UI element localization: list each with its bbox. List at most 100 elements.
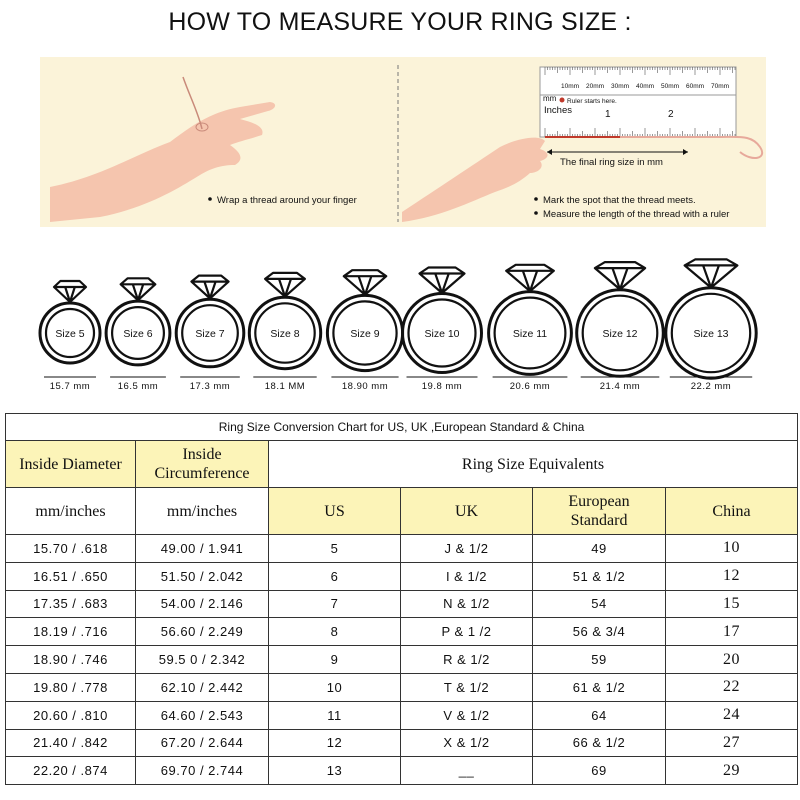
header-cell: Inside Diameter (5, 440, 136, 488)
diamond (683, 258, 739, 289)
table-row: 22.20 / .874 69.70 / 2.744 13 __ 69 29 (5, 756, 799, 786)
ruler-start: Ruler starts here. (567, 98, 617, 105)
ring-diameter: 22.2 mm (691, 381, 731, 392)
table-cell: 49.00 / 1.941 (135, 534, 269, 563)
ruler-mm-label: 60mm (686, 83, 704, 90)
table-cell: 21.40 / .842 (5, 728, 136, 758)
table-cell: 29 (664, 756, 799, 786)
table-cell: 20.60 / .810 (5, 700, 136, 730)
table-cell: 67.20 / 2.644 (135, 728, 269, 758)
ring-diameter: 18.90 mm (342, 381, 388, 392)
table-cell: 10 (268, 672, 401, 702)
title: HOW TO MEASURE YOUR RING SIZE : (168, 8, 632, 36)
inch-mark: 2 (668, 109, 674, 120)
table-cell: 56 & 3/4 (532, 617, 666, 647)
ruler-mm-label: 50mm (661, 83, 679, 90)
table-cell: X & 1/2 (400, 728, 533, 758)
table-cell: 54.00 / 2.146 (135, 589, 269, 619)
table-row: 21.40 / .842 67.20 / 2.644 12 X & 1/2 66 & 1… (5, 728, 799, 758)
diamond (418, 266, 466, 295)
table-cell: 11 (268, 700, 401, 730)
ring-label: Size 11 (513, 328, 547, 340)
diamond (593, 261, 647, 291)
table-row: 19.80 / .778 62.10 / 2.442 10 T & 1/2 61 & 1… (5, 672, 799, 702)
table-cell: 20 (664, 645, 799, 674)
table-cell: 17 (664, 617, 799, 647)
header-cell: China (664, 487, 799, 535)
diamond (190, 274, 230, 300)
ring-inner (581, 294, 659, 372)
inch-mark: 1 (605, 109, 611, 120)
table-cell: 22.20 / .874 (5, 756, 136, 786)
ring-diameter: 21.4 mm (600, 381, 640, 392)
header-cell: UK (400, 487, 533, 535)
ring-inner (332, 300, 398, 366)
table-cell: 8 (268, 617, 401, 647)
ring-diameter: 15.7 mm (50, 381, 90, 392)
thread (545, 135, 763, 159)
ring-label: Size 6 (123, 328, 152, 340)
table-cell: 51.50 / 2.042 (135, 561, 269, 591)
table-cell: 18.90 / .746 (5, 645, 136, 674)
ring-diameter: 19.8 mm (422, 381, 462, 392)
ruler-mm-label: 70mm (711, 83, 729, 90)
inches-label: Inches (544, 105, 572, 116)
table-cell: T & 1/2 (400, 672, 533, 702)
ring-inner (493, 296, 567, 370)
final-size: The final ring size in mm (560, 157, 663, 168)
mm-label: mm (543, 94, 557, 103)
table-cell: V & 1/2 (400, 700, 533, 730)
ring-diameter: 18.1 MM (265, 381, 305, 392)
ruler-mm-label: 30mm (611, 83, 629, 90)
step: Mark the spot that the thread meets. (543, 195, 696, 206)
diamond (342, 269, 388, 296)
table-row: 18.19 / .716 56.60 / 2.249 8 P & 1 /2 56 & 3… (5, 617, 799, 647)
table-cell: 10 (664, 534, 799, 563)
table-cell: 69 (532, 756, 666, 786)
header-cell: Inside Circumference (135, 440, 269, 488)
table-caption: Ring Size Conversion Chart for US, UK ,E… (4, 413, 799, 441)
header-cell: European Standard (532, 487, 666, 535)
table-cell: 66 & 1/2 (532, 728, 666, 758)
table-row: 16.51 / .650 51.50 / 2.042 6 I & 1/2 51 & 1/… (5, 561, 799, 591)
table-cell: I & 1/2 (400, 561, 533, 591)
table-cell: 7 (268, 589, 401, 619)
diamond (264, 271, 306, 298)
ruler-mm-label: 20mm (586, 83, 604, 90)
table-cell: 27 (664, 728, 799, 758)
table-row: 17.35 / .683 54.00 / 2.146 7 N & 1/2 54 15 (5, 589, 799, 619)
ring-label: Size 13 (693, 328, 728, 340)
table-cell: 59 (532, 645, 666, 674)
table-cell: 17.35 / .683 (5, 589, 136, 619)
bullet (534, 197, 538, 201)
diamond (52, 279, 88, 304)
table-row: 15.70 / .618 49.00 / 1.941 5 J & 1/2 49 10 (5, 534, 799, 563)
ring-inner (44, 307, 96, 359)
table-cell: __ (400, 756, 533, 786)
table-cell: 6 (268, 561, 401, 591)
table-cell: N & 1/2 (400, 589, 533, 619)
header-cell: mm/inches (5, 487, 136, 535)
bullet (208, 197, 212, 201)
ring-label: Size 10 (424, 328, 459, 340)
header-cell: Ring Size Equivalents (267, 440, 799, 488)
table-cell: 64 (532, 700, 666, 730)
thread-loop (195, 122, 209, 132)
ruler (539, 66, 737, 138)
hand-right (402, 137, 548, 222)
thread (182, 76, 203, 130)
ring-row: Size 5 15.7 mm Size 6 16.5 mm Size 7 17.3 mm S… (38, 258, 758, 392)
ring-label: Size 12 (602, 328, 637, 340)
diamond (119, 277, 157, 302)
ring-label: Size 9 (350, 328, 379, 340)
table-cell: 56.60 / 2.249 (135, 617, 269, 647)
ruler-mm-label: 40mm (636, 83, 654, 90)
ring-diameter: 20.6 mm (510, 381, 550, 392)
ring-diameter: 17.3 mm (190, 381, 230, 392)
size-table: Ring Size Conversion Chart for US, UK ,E… (4, 413, 799, 786)
ring-inner (670, 292, 752, 374)
ring-inner (407, 298, 477, 368)
ring-inner (110, 305, 165, 360)
step: Measure the length of the thread with a … (543, 209, 729, 220)
